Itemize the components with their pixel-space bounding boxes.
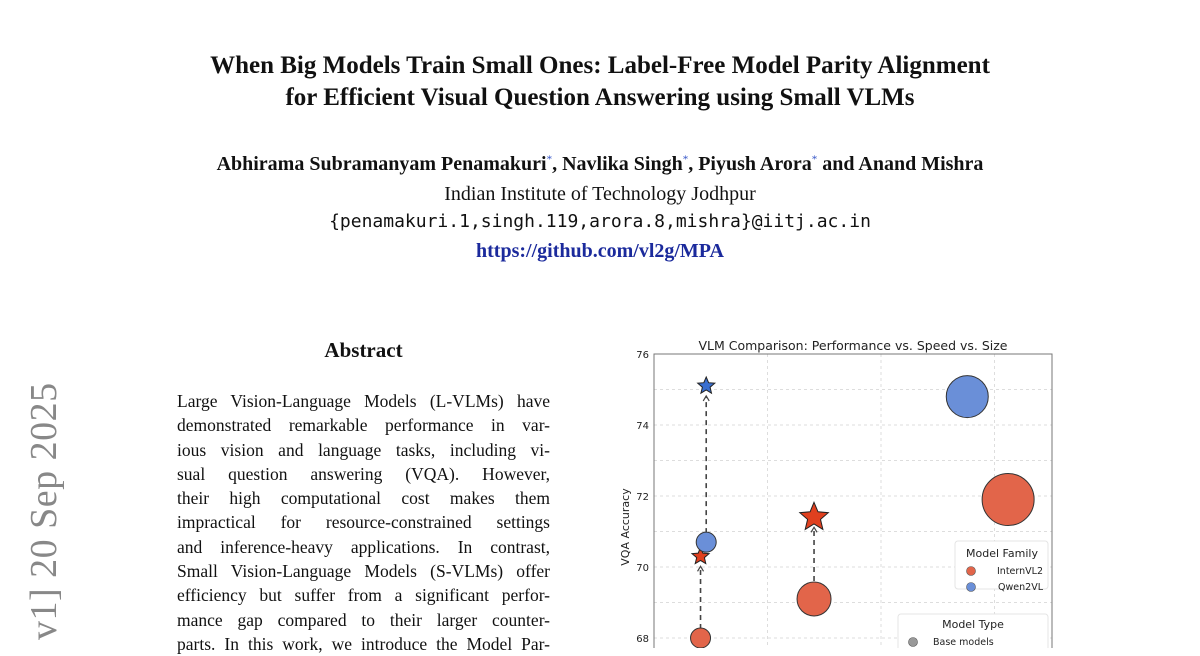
separator: , xyxy=(688,153,699,175)
legend-family-title: Model Family xyxy=(966,547,1038,560)
abstract-line: Large Vision-Language Models (L-VLMs) ha… xyxy=(177,391,550,411)
abstract-line: mance gap compared to their larger count… xyxy=(177,609,550,630)
arrow-head xyxy=(697,565,705,572)
data-point-base-qwen2vl xyxy=(945,375,989,419)
y-tick-label: 70 xyxy=(636,563,649,574)
y-tick-label: 76 xyxy=(636,350,649,361)
author-name: Navlika Singh xyxy=(562,153,683,175)
github-link[interactable]: https://github.com/vl2g/MPA xyxy=(476,240,724,262)
legend-type-box xyxy=(897,613,1049,648)
separator: and xyxy=(817,153,859,175)
paper-title: When Big Models Train Small Ones: Label-… xyxy=(0,50,1200,114)
author-list: Abhirama Subramanyam Penamakuri*, Navlik… xyxy=(0,153,1200,176)
y-tick-label: 72 xyxy=(636,492,649,503)
abstract-heading: Abstract xyxy=(324,338,403,362)
data-point-mpa-internvl2 xyxy=(690,546,711,565)
abstract-line: their high computational cost makes them xyxy=(177,488,550,509)
data-point-base-qwen2vl xyxy=(695,531,717,553)
legend-marker xyxy=(966,566,976,576)
legend-entry: InternVL2 xyxy=(997,566,1043,577)
separator: , xyxy=(552,153,563,175)
data-point-base-internvl2 xyxy=(690,627,712,648)
author-name: Anand Mishra xyxy=(858,153,984,175)
equal-contribution-mark: * xyxy=(811,153,818,166)
legend-entry: Base models xyxy=(933,637,994,648)
author-name: Piyush Arora xyxy=(698,153,812,175)
y-axis-label: VQA Accuracy xyxy=(619,488,632,566)
abstract-line: impractical for resource-constrained set… xyxy=(177,512,550,533)
abstract-line: efficiency but suffer from a significant… xyxy=(177,585,550,606)
y-tick-label: 74 xyxy=(636,421,649,432)
title-line: for Efficient Visual Question Answering … xyxy=(285,84,915,111)
author-name: Abhirama Subramanyam Penamakuri xyxy=(216,153,547,175)
arxiv-side-stamp: v1] 20 Sep 2025 xyxy=(23,382,65,640)
abstract-line: sual question answering (VQA). However, xyxy=(177,463,550,484)
legend-family-box xyxy=(954,540,1049,590)
y-tick-label: 68 xyxy=(636,634,649,645)
chart-title: VLM Comparison: Performance vs. Speed vs… xyxy=(698,338,1007,353)
legend-entry: Qwen2VL xyxy=(998,582,1044,593)
data-point-base-internvl2 xyxy=(796,581,832,617)
equal-contribution-mark: * xyxy=(546,153,553,166)
legend-type-title: Model Type xyxy=(942,618,1004,631)
data-point-mpa-internvl2 xyxy=(798,500,830,531)
abstract-line: Small Vision-Language Models (S-VLMs) of… xyxy=(177,561,550,582)
arrow-head xyxy=(810,526,818,533)
author-emails: {penamakuri.1,singh.119,arora.8,mishra}@… xyxy=(329,211,871,232)
plot-frame xyxy=(653,353,1053,648)
abstract-line: and inference-heavy applications. In con… xyxy=(177,536,550,557)
abstract-line: parts. In this work, we introduce the Mo… xyxy=(177,633,550,654)
arrow-head xyxy=(702,394,710,402)
abstract-line: ious vision and language tasks, includin… xyxy=(177,439,550,460)
abstract-body: Large Vision-Language Models (L-VLMs) ha… xyxy=(177,389,550,656)
abstract-line: demonstrated remarkable performance in v… xyxy=(177,415,550,436)
legend-marker xyxy=(908,637,918,647)
legend-marker xyxy=(966,582,976,592)
equal-contribution-mark: * xyxy=(682,153,689,166)
institution: Indian Institute of Technology Jodhpur xyxy=(444,183,756,205)
title-line: When Big Models Train Small Ones: Label-… xyxy=(210,52,990,79)
data-point-mpa-qwen2vl xyxy=(696,375,717,395)
data-point-base-internvl2 xyxy=(981,473,1035,527)
